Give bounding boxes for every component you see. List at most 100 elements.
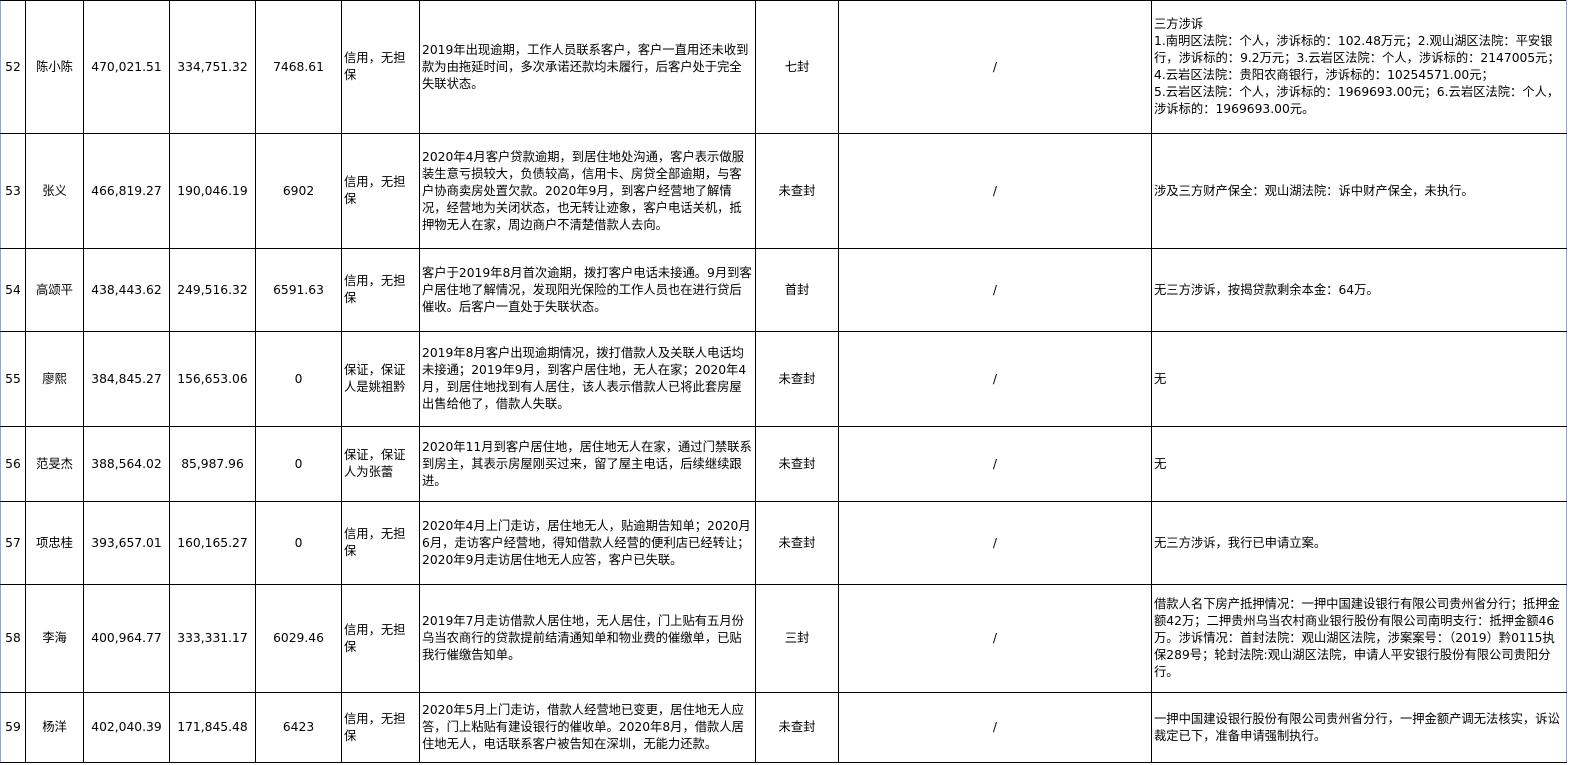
amount-2-cell[interactable]: 333,331.17 [169,584,256,693]
amount-1-cell[interactable]: 438,443.62 [83,248,170,332]
litigation-cell[interactable]: 一押中国建设银行股份有限公司贵州省分行，一押金额产调无法核实，诉讼裁定已下，准备… [1151,692,1567,763]
guarantee-type-cell[interactable]: 信用，无担保 [341,501,420,585]
column-9-cell[interactable]: / [838,331,1152,427]
borrower-name-cell[interactable]: 张义 [25,133,84,249]
seizure-status-cell-text: 未查封 [778,720,816,734]
guarantee-type-cell-text: 信用，无担保 [344,711,406,743]
column-9-cell[interactable]: / [838,692,1152,763]
borrower-name-cell[interactable]: 李海 [25,584,84,693]
amount-1-cell-text: 388,564.02 [91,456,162,471]
borrower-name-cell[interactable]: 范旻杰 [25,426,84,502]
amount-3-cell[interactable]: 0 [255,426,342,502]
seizure-status-cell[interactable]: 七封 [755,0,839,134]
collection-progress-cell[interactable]: 2020年4月客户贷款逾期，到居住地处沟通，客户表示做服装生意亏损较大，负债较高… [419,133,756,249]
seizure-status-cell[interactable]: 未查封 [755,426,839,502]
amount-2-cell[interactable]: 190,046.19 [169,133,256,249]
row-number-cell[interactable]: 55 [0,331,26,427]
amount-2-cell[interactable]: 249,516.32 [169,248,256,332]
guarantee-type-cell[interactable]: 信用，无担保 [341,692,420,763]
guarantee-type-cell[interactable]: 保证，保证人是姚祖黔 [341,331,420,427]
collection-progress-cell[interactable]: 2020年4月上门走访，居住地无人，贴逾期告知单；2020月6月，走访客户经营地… [419,501,756,585]
row-number-cell[interactable]: 58 [0,584,26,693]
column-9-cell[interactable]: / [838,0,1152,134]
seizure-status-cell[interactable]: 首封 [755,248,839,332]
column-9-cell[interactable]: / [838,584,1152,693]
row-number-cell[interactable]: 56 [0,426,26,502]
borrower-name-cell[interactable]: 高颂平 [25,248,84,332]
collection-progress-cell[interactable]: 2020年5月上门走访，借款人经营地已变更，居住地无人应答，门上粘贴有建设银行的… [419,692,756,763]
amount-3-cell[interactable]: 0 [255,331,342,427]
amount-1-cell[interactable]: 466,819.27 [83,133,170,249]
row-number-cell[interactable]: 53 [0,133,26,249]
borrower-name-cell-text: 廖熙 [42,371,67,386]
row-number-cell-text: 53 [5,183,21,198]
row-number-cell-text: 58 [5,631,21,645]
borrower-name-cell[interactable]: 杨洋 [25,692,84,763]
column-9-cell[interactable]: / [838,426,1152,502]
litigation-cell[interactable]: 涉及三方财产保全：观山湖法院：诉中财产保全，未执行。 [1151,133,1567,249]
seizure-status-cell-text: 七封 [784,59,810,74]
guarantee-type-cell[interactable]: 信用，无担保 [341,133,420,249]
seizure-status-cell[interactable]: 未查封 [755,331,839,427]
seizure-status-cell[interactable]: 未查封 [755,692,839,763]
guarantee-type-cell[interactable]: 保证，保证人为张蕾 [341,426,420,502]
amount-2-cell-text: 333,331.17 [177,631,248,645]
guarantee-type-cell[interactable]: 信用，无担保 [341,584,420,693]
row-number-cell[interactable]: 57 [0,501,26,585]
collection-progress-cell-text: 2020年4月上门走访，居住地无人，贴逾期告知单；2020月6月，走访客户经营地… [422,518,751,567]
litigation-cell[interactable]: 借款人名下房产抵押情况：一押中国建设银行有限公司贵州省分行；抵押金额42万；二押… [1151,584,1567,693]
borrower-name-cell[interactable]: 廖熙 [25,331,84,427]
litigation-cell-text: 无三方涉诉，我行已申请立案。 [1154,535,1327,550]
seizure-status-cell[interactable]: 三封 [755,584,839,693]
amount-1-cell[interactable]: 470,021.51 [83,0,170,134]
collection-progress-cell[interactable]: 2019年出现逾期，工作人员联系客户，客户一直用还未收到款为由拖延时间，多次承诺… [419,0,756,134]
amount-3-cell-text: 6423 [282,720,315,734]
litigation-cell[interactable]: 无 [1151,331,1567,427]
litigation-cell[interactable]: 无三方涉诉，按揭贷款剩余本金：64万。 [1151,248,1567,332]
guarantee-type-cell[interactable]: 信用，无担保 [341,248,420,332]
collection-progress-cell[interactable]: 客户于2019年8月首次逾期，拨打客户电话未接通。9月到客户居住地了解情况，发现… [419,248,756,332]
guarantee-type-cell-text: 信用，无担保 [344,622,406,654]
column-9-cell[interactable]: / [838,501,1152,585]
amount-3-cell-text: 0 [294,371,303,386]
amount-3-cell[interactable]: 7468.61 [255,0,342,134]
amount-2-cell[interactable]: 160,165.27 [169,501,256,585]
amount-2-cell-text: 156,653.06 [177,371,248,386]
litigation-cell[interactable]: 三方涉诉 1.南明区法院：个人，涉诉标的：102.48万元；2.观山湖区法院：平… [1151,0,1567,134]
amount-2-cell[interactable]: 156,653.06 [169,331,256,427]
seizure-status-cell[interactable]: 未查封 [755,501,839,585]
amount-1-cell[interactable]: 393,657.01 [83,501,170,585]
row-number-cell[interactable]: 52 [0,0,26,134]
amount-2-cell[interactable]: 334,751.32 [169,0,256,134]
row-number-cell[interactable]: 54 [0,248,26,332]
amount-3-cell[interactable]: 6902 [255,133,342,249]
guarantee-type-cell[interactable]: 信用，无担保 [341,0,420,134]
amount-3-cell[interactable]: 6029.46 [255,584,342,693]
row-number-cell[interactable]: 59 [0,692,26,763]
collection-progress-cell[interactable]: 2019年7月走访借款人居住地，无人居住，门上贴有五月份乌当农商行的贷款提前结清… [419,584,756,693]
amount-3-cell[interactable]: 6591.63 [255,248,342,332]
litigation-cell[interactable]: 无三方涉诉，我行已申请立案。 [1151,501,1567,585]
collection-progress-cell[interactable]: 2019年8月客户出现逾期情况，拨打借款人及关联人电话均未接通；2019年9月，… [419,331,756,427]
amount-3-cell[interactable]: 0 [255,501,342,585]
row-number-cell-text: 54 [5,282,21,297]
amount-3-cell[interactable]: 6423 [255,692,342,763]
amount-1-cell[interactable]: 388,564.02 [83,426,170,502]
column-9-cell[interactable]: / [838,248,1152,332]
borrower-name-cell[interactable]: 项忠桂 [25,501,84,585]
amount-1-cell[interactable]: 402,040.39 [83,692,170,763]
guarantee-type-cell-text: 信用，无担保 [344,527,406,558]
column-9-cell[interactable]: / [838,133,1152,249]
seizure-status-cell-text: 未查封 [778,456,816,471]
amount-1-cell-text: 384,845.27 [91,371,162,386]
seizure-status-cell[interactable]: 未查封 [755,133,839,249]
amount-1-cell-text: 402,040.39 [91,720,162,734]
amount-2-cell[interactable]: 171,845.48 [169,692,256,763]
collection-progress-cell[interactable]: 2020年11月到客户居住地，居住地无人在家，通过门禁联系到房主，其表示房屋刚买… [419,426,756,502]
amount-2-cell[interactable]: 85,987.96 [169,426,256,502]
amount-1-cell-text: 400,964.77 [91,631,162,645]
amount-1-cell[interactable]: 384,845.27 [83,331,170,427]
amount-1-cell[interactable]: 400,964.77 [83,584,170,693]
borrower-name-cell[interactable]: 陈小陈 [25,0,84,134]
litigation-cell[interactable]: 无 [1151,426,1567,502]
